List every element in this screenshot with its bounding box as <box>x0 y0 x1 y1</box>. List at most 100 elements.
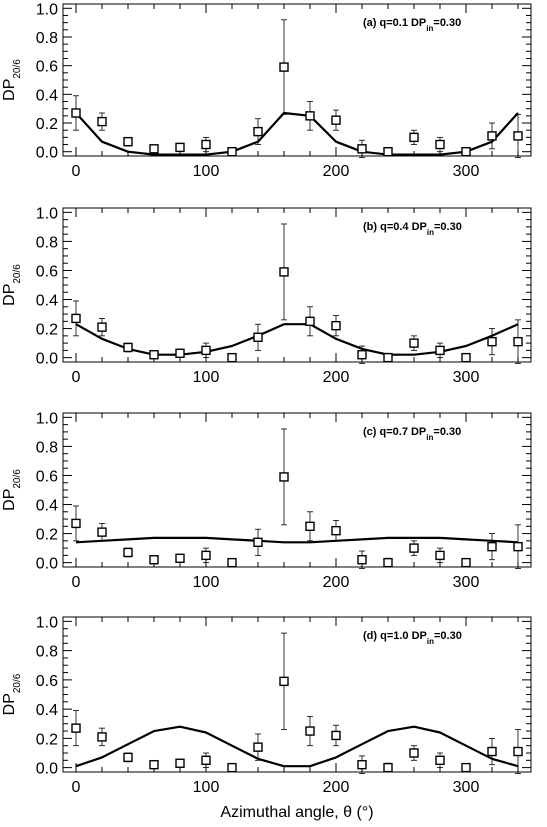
chart-a-ytick-label: 1.0 <box>36 1 58 18</box>
chart-a-data-point <box>149 144 159 154</box>
chart-c-ytick-label: 0.0 <box>36 556 58 573</box>
chart-a-ytick-label: 0.8 <box>36 30 58 47</box>
chart-b-ytick-label: 0.6 <box>36 263 58 280</box>
chart-a-annotation: (a) q=0.1 DPin=0.30 <box>363 17 461 33</box>
chart-d-ytick-label: 0.6 <box>36 673 58 690</box>
chart-a-data-point <box>487 131 497 141</box>
chart-b-data-point <box>227 352 237 363</box>
chart-c-ytick-label: 0.2 <box>36 527 58 544</box>
chart-a-data-point <box>357 144 367 154</box>
chart-a-ytick-label: 0.0 <box>36 145 58 162</box>
chart-c-data-point <box>461 557 471 568</box>
chart-d-data-point <box>513 746 523 757</box>
chart-d-ylabel: DP20/6 <box>1 673 23 715</box>
chart-c-ytick-label: 0.8 <box>36 439 58 456</box>
chart-c-data-point <box>409 543 419 553</box>
chart-d-data-point <box>97 732 107 742</box>
chart-d-data-point <box>461 762 471 773</box>
chart-b-data-point <box>383 352 393 363</box>
chart-b-data-point <box>149 350 159 360</box>
chart-c-data-point <box>279 472 289 482</box>
chart-a-data-point <box>461 146 471 157</box>
chart-c-xtick-label: 300 <box>453 574 480 591</box>
chart-b-data-point <box>409 338 419 348</box>
chart-d-data-point <box>175 758 185 768</box>
chart-a-xtick-label: 300 <box>453 163 480 180</box>
chart-c: 0 100 200 300 0.0 0.2 0.4 0.6 0.8 1.0 DP20/6 (c) q=… <box>1 410 532 591</box>
chart-c-data-point <box>71 518 81 529</box>
chart-a-data-point <box>279 62 289 72</box>
chart-b-data-point <box>513 336 523 347</box>
chart-b-xtick-label: 0 <box>72 369 81 386</box>
chart-a-data-point <box>435 139 445 150</box>
chart-b-data-point <box>487 336 497 347</box>
chart-d-data-point <box>383 762 393 773</box>
chart-d-data-point <box>357 759 367 770</box>
chart-b-ylabel: DP20/6 <box>1 264 23 306</box>
chart-d-data-point <box>435 755 445 766</box>
chart-a-data-point <box>71 108 81 118</box>
chart-c-model-line <box>75 536 519 544</box>
chart-c-data-point <box>149 555 159 565</box>
chart-a-ylabel: DP20/6 <box>1 59 23 101</box>
chart-c-data-point <box>305 521 315 532</box>
chart-b-data-point <box>461 352 471 363</box>
chart-d-ytick-label: 0.0 <box>36 761 58 778</box>
chart-b-data-point <box>175 348 185 358</box>
chart-d: 0 100 200 300 0.0 0.2 0.4 0.6 0.8 1.0 DP20/6 (d) q=… <box>1 614 532 821</box>
chart-d-data-point <box>305 726 315 736</box>
chart-a-data-point <box>123 136 133 147</box>
chart-d-xtick-label: 300 <box>453 779 480 796</box>
chart-a-data-point <box>331 115 341 125</box>
chart-c-data-point <box>513 541 523 552</box>
chart-d-ytick-label: 0.2 <box>36 731 58 748</box>
chart-d-data-point <box>253 742 263 752</box>
chart-c-data-point <box>331 525 341 536</box>
chart-d-data-point <box>71 723 81 733</box>
chart-b-data-point <box>279 267 289 277</box>
chart-c-data-point <box>357 555 367 565</box>
chart-a-ytick-label: 0.2 <box>36 116 58 133</box>
chart-b-data-point <box>97 322 107 332</box>
chart-b-data-point <box>123 342 133 353</box>
chart-b-xtick-label: 200 <box>323 369 350 386</box>
chart-b-data-point <box>253 332 263 343</box>
chart-b-data-point <box>71 313 81 324</box>
chart-c-data-point <box>435 550 445 561</box>
chart-a-data-point <box>383 146 393 157</box>
chart-d-data-point <box>487 746 497 757</box>
chart-a-data-point <box>253 126 263 137</box>
chart-a-ytick-label: 0.4 <box>36 87 58 104</box>
chart-d-xlabel: Azimuthal angle, θ (°) <box>220 804 373 821</box>
chart-a-xtick-label: 0 <box>72 163 81 180</box>
chart-d-ytick-label: 0.8 <box>36 644 58 661</box>
chart-b-xtick-label: 100 <box>193 369 220 386</box>
chart-d-annotation: (d) q=1.0 DPin=0.30 <box>363 630 462 646</box>
chart-d-data-point <box>409 748 419 758</box>
chart-b-ytick-label: 0.2 <box>36 322 58 339</box>
chart-c-ytick-label: 0.4 <box>36 498 58 515</box>
chart-a-data-point <box>201 139 211 150</box>
chart-c-xtick-label: 200 <box>323 574 350 591</box>
chart-a: 0 100 200 300 0.0 0.2 0.4 0.6 0.8 1.0 DP20/6 (a) q=… <box>1 1 532 180</box>
chart-b-data-point <box>201 345 211 356</box>
chart-c-data-point <box>97 527 107 537</box>
chart-b-data-point <box>305 316 315 327</box>
chart-d-data-point <box>201 755 211 766</box>
chart-b-model-line <box>75 323 519 356</box>
chart-c-annotation: (c) q=0.7 DPin=0.30 <box>363 426 461 442</box>
chart-c-ytick-label: 0.6 <box>36 468 58 485</box>
chart-a-xtick-label: 200 <box>323 163 350 180</box>
chart-b-data-point <box>357 350 367 360</box>
chart-c-data-point <box>487 541 497 552</box>
chart-d-data-point <box>123 752 133 763</box>
chart-b-ytick-label: 0.8 <box>36 234 58 251</box>
chart-d-xtick-label: 0 <box>72 779 81 796</box>
chart-a-data-point <box>227 146 237 157</box>
chart-a-model-line <box>75 111 519 156</box>
chart-d-model-line <box>75 725 519 768</box>
chart-c-data-point <box>175 553 185 563</box>
chart-c-data-point <box>201 550 211 561</box>
chart-a-xtick-label: 100 <box>193 163 220 180</box>
chart-b-ytick-label: 0.0 <box>36 351 58 368</box>
